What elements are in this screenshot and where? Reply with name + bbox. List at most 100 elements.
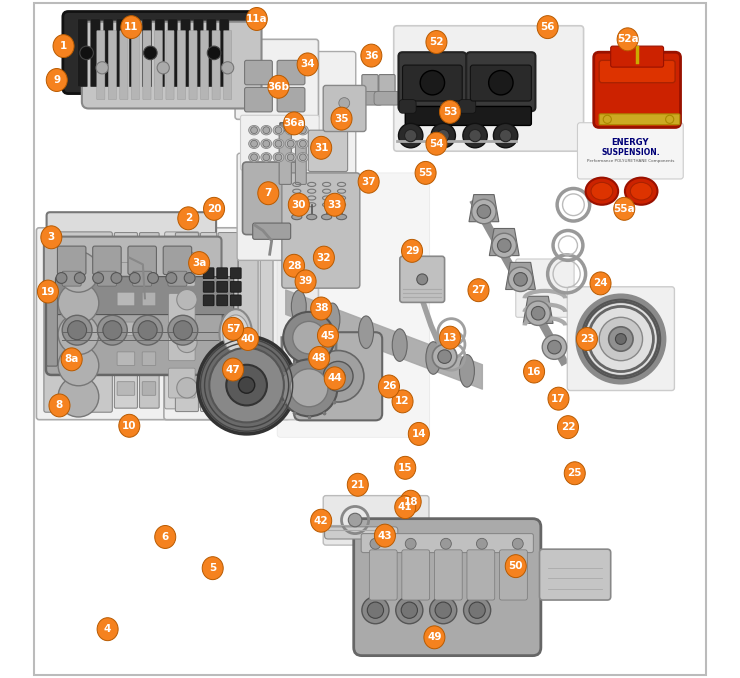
FancyBboxPatch shape (361, 534, 534, 553)
FancyBboxPatch shape (58, 246, 86, 275)
Ellipse shape (61, 348, 82, 371)
Text: 12: 12 (395, 397, 410, 406)
Ellipse shape (630, 182, 652, 200)
FancyBboxPatch shape (466, 52, 536, 111)
Circle shape (463, 123, 488, 148)
FancyBboxPatch shape (223, 31, 232, 100)
FancyBboxPatch shape (323, 85, 366, 132)
Circle shape (477, 205, 491, 218)
Circle shape (198, 336, 295, 434)
Ellipse shape (311, 136, 332, 159)
Circle shape (80, 46, 93, 60)
FancyBboxPatch shape (568, 287, 674, 391)
Ellipse shape (400, 490, 421, 513)
Text: 39: 39 (298, 277, 313, 286)
Ellipse shape (238, 327, 258, 351)
Circle shape (580, 298, 662, 380)
Ellipse shape (155, 525, 176, 549)
Text: 2: 2 (185, 214, 192, 223)
Circle shape (58, 376, 99, 417)
FancyBboxPatch shape (47, 296, 58, 366)
Text: 8a: 8a (64, 355, 79, 364)
Text: 55a: 55a (613, 204, 635, 214)
Ellipse shape (394, 496, 416, 519)
Text: 40: 40 (240, 334, 255, 344)
Text: 36a: 36a (283, 119, 305, 128)
Ellipse shape (505, 555, 526, 578)
Circle shape (251, 127, 258, 134)
Text: 32: 32 (317, 253, 331, 262)
FancyBboxPatch shape (44, 237, 221, 296)
Circle shape (438, 350, 451, 363)
Ellipse shape (392, 390, 413, 413)
Circle shape (463, 597, 491, 624)
Ellipse shape (285, 153, 296, 162)
Ellipse shape (202, 557, 223, 580)
Circle shape (396, 597, 423, 624)
Ellipse shape (260, 125, 272, 135)
FancyBboxPatch shape (471, 65, 531, 101)
FancyBboxPatch shape (92, 246, 121, 275)
Ellipse shape (440, 326, 460, 349)
Ellipse shape (38, 280, 58, 303)
Circle shape (92, 273, 104, 283)
Circle shape (497, 239, 511, 252)
Text: 17: 17 (551, 394, 566, 403)
Ellipse shape (47, 68, 67, 92)
FancyBboxPatch shape (398, 52, 466, 111)
FancyBboxPatch shape (201, 31, 209, 100)
Circle shape (471, 199, 496, 224)
Ellipse shape (220, 309, 252, 358)
Ellipse shape (273, 125, 284, 135)
FancyBboxPatch shape (238, 233, 258, 412)
Text: SUSPENSION.: SUSPENSION. (601, 148, 659, 157)
Text: Performance POLYURETHANE Components: Performance POLYURETHANE Components (587, 159, 674, 163)
Ellipse shape (625, 178, 657, 205)
Text: 23: 23 (579, 334, 594, 344)
Text: 14: 14 (411, 429, 426, 439)
FancyBboxPatch shape (217, 281, 228, 292)
FancyBboxPatch shape (142, 19, 152, 87)
Ellipse shape (313, 246, 334, 269)
Ellipse shape (223, 358, 243, 381)
FancyBboxPatch shape (325, 527, 398, 539)
Text: 43: 43 (377, 531, 392, 540)
Text: FRAM: FRAM (229, 331, 243, 336)
FancyBboxPatch shape (467, 550, 495, 600)
Text: 20: 20 (206, 204, 221, 214)
Ellipse shape (585, 178, 618, 205)
Ellipse shape (325, 303, 340, 336)
Circle shape (300, 127, 306, 134)
Text: 56: 56 (540, 22, 555, 32)
FancyBboxPatch shape (362, 75, 378, 103)
Circle shape (177, 332, 197, 353)
FancyBboxPatch shape (230, 268, 241, 279)
FancyBboxPatch shape (204, 281, 214, 292)
Circle shape (477, 538, 488, 549)
FancyBboxPatch shape (394, 26, 584, 151)
FancyBboxPatch shape (175, 233, 198, 412)
Circle shape (177, 378, 197, 398)
FancyBboxPatch shape (402, 550, 430, 600)
Ellipse shape (311, 297, 332, 320)
Ellipse shape (268, 75, 289, 98)
FancyBboxPatch shape (56, 277, 234, 315)
FancyBboxPatch shape (309, 130, 348, 172)
Ellipse shape (359, 316, 374, 348)
Text: ENERGY: ENERGY (611, 138, 649, 147)
FancyBboxPatch shape (139, 233, 159, 408)
FancyBboxPatch shape (168, 19, 178, 87)
Ellipse shape (424, 626, 445, 649)
FancyBboxPatch shape (142, 292, 155, 306)
Text: 10: 10 (122, 421, 137, 431)
FancyBboxPatch shape (169, 256, 195, 286)
FancyBboxPatch shape (204, 268, 214, 279)
Circle shape (58, 345, 99, 386)
Circle shape (226, 365, 267, 405)
Text: 3: 3 (47, 233, 55, 242)
Text: 11a: 11a (246, 14, 268, 24)
Ellipse shape (617, 28, 638, 51)
FancyBboxPatch shape (212, 31, 221, 100)
FancyBboxPatch shape (244, 60, 272, 85)
Circle shape (406, 538, 416, 549)
